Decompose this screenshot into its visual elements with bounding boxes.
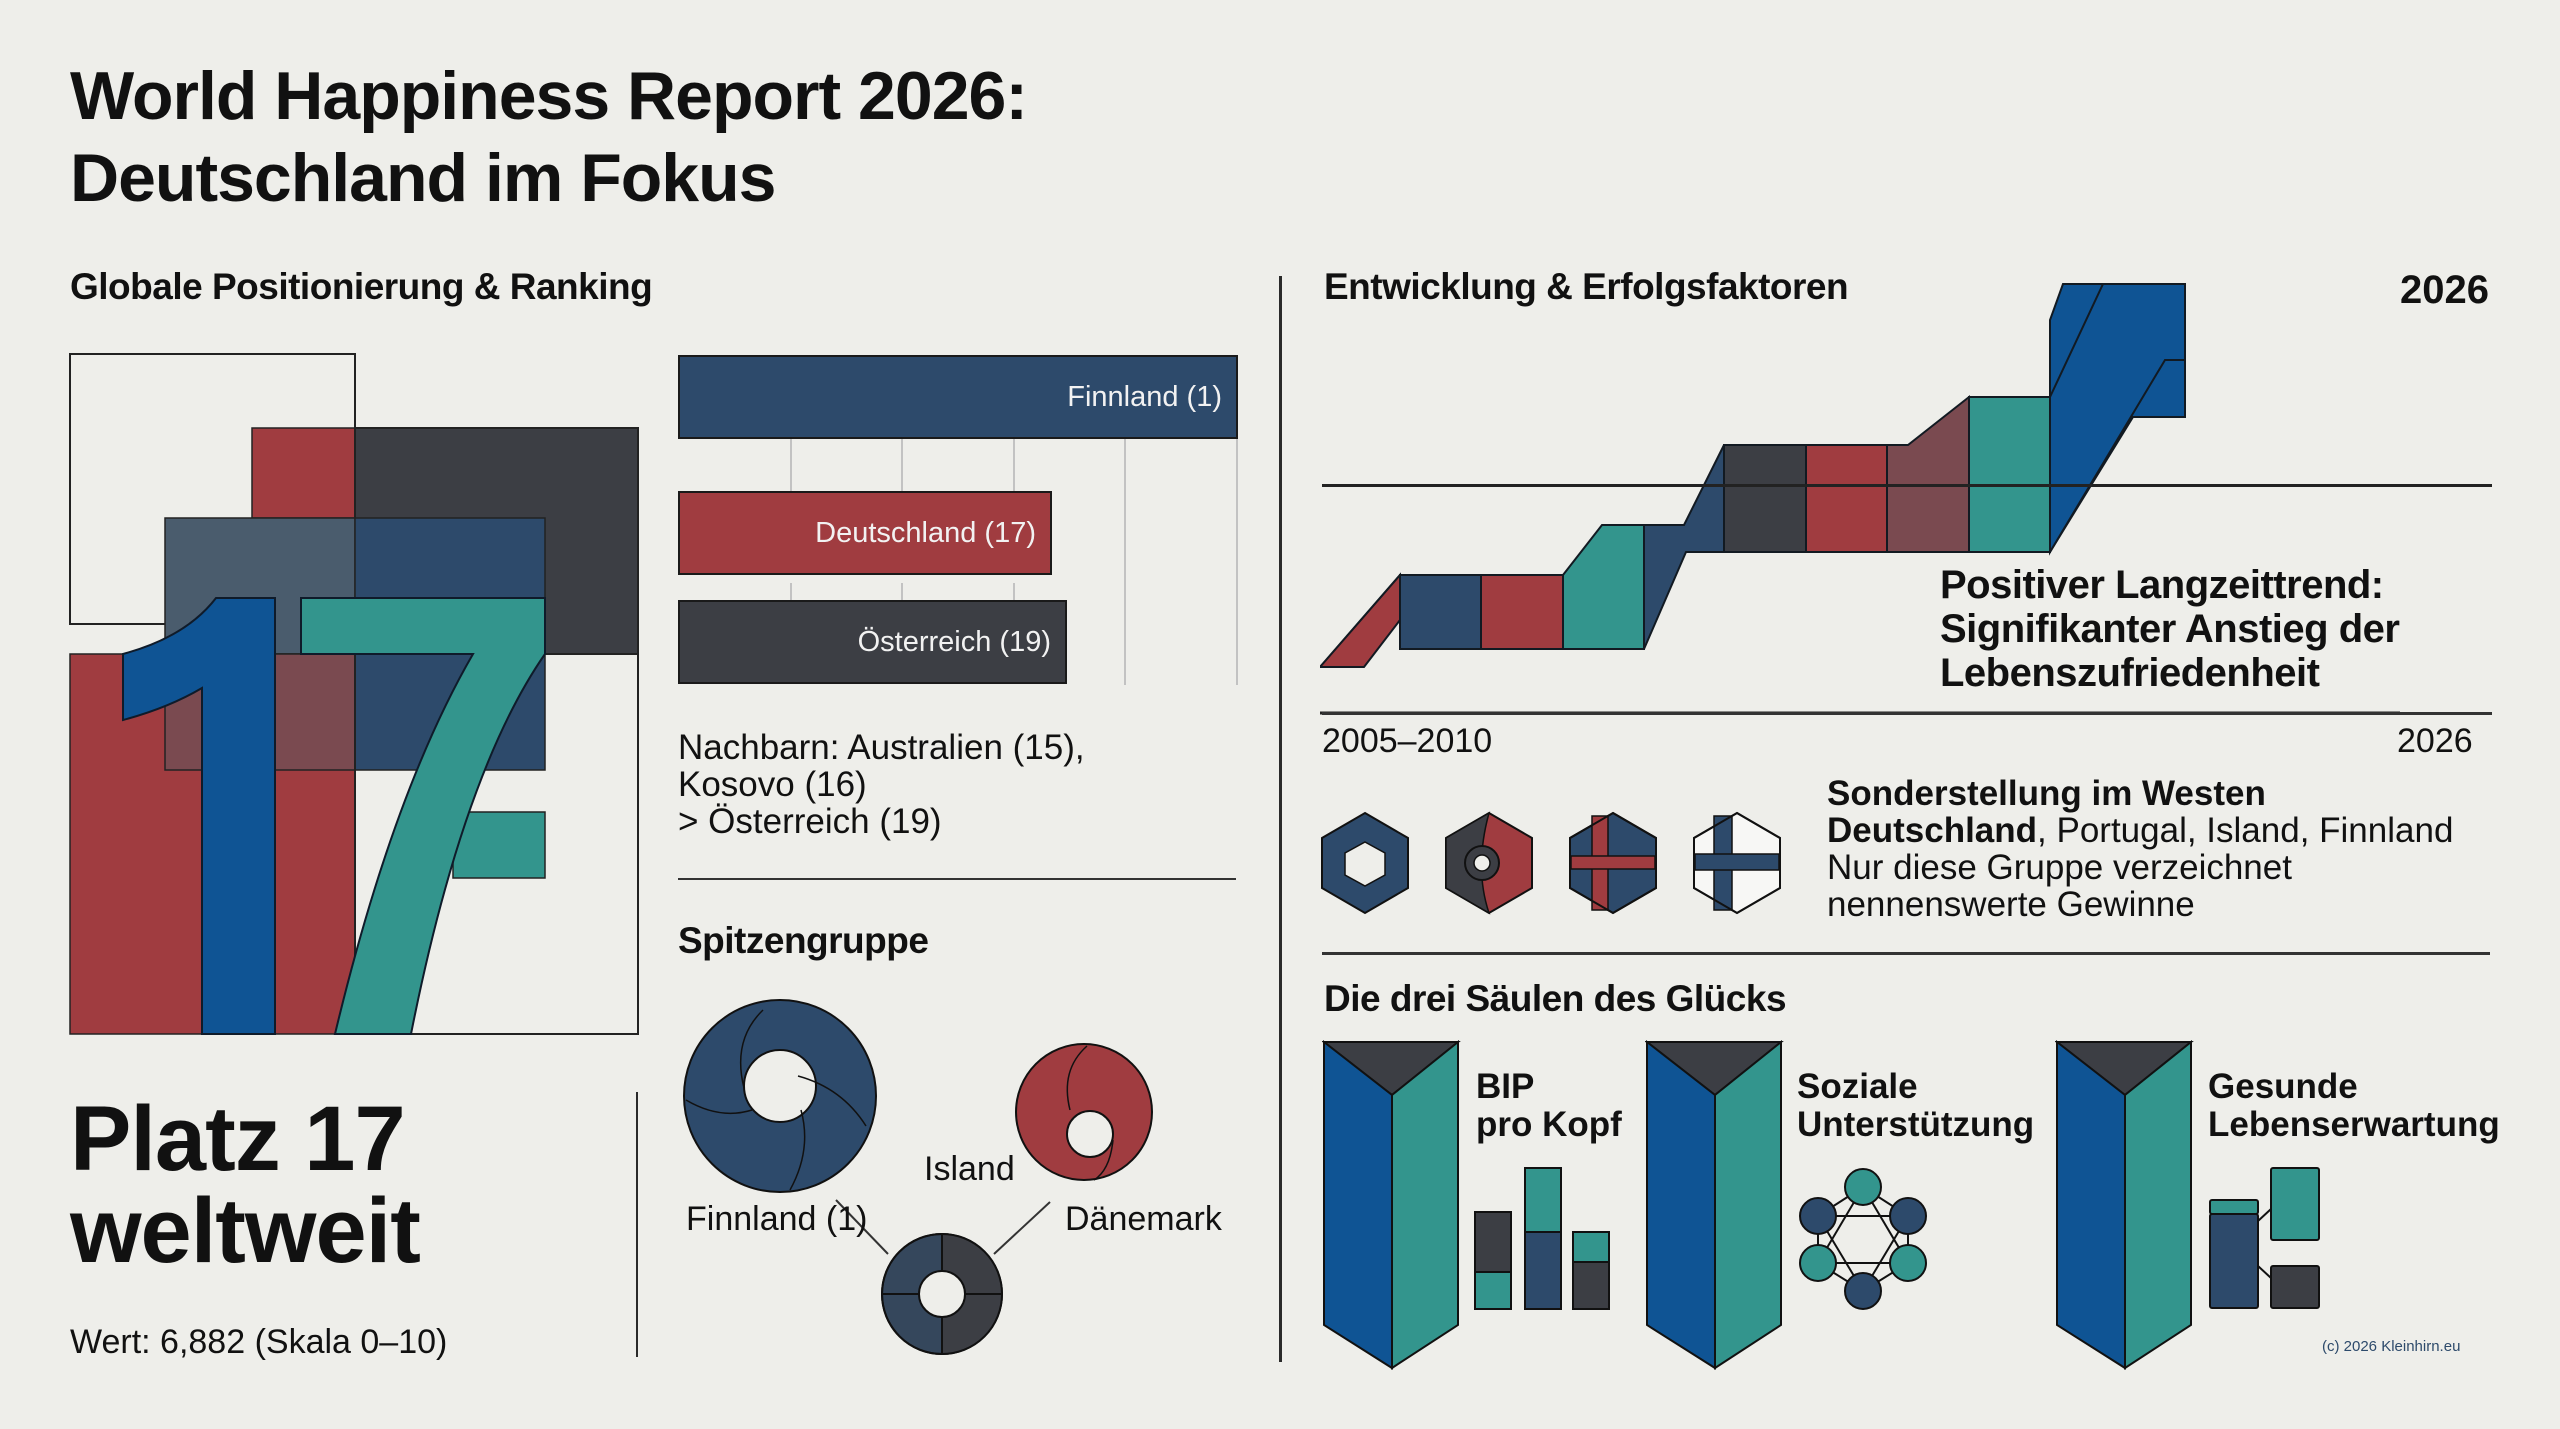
rank-headline-line-2: weltweit (70, 1180, 421, 1282)
trend-headline-line-3: Lebenszufriedenheit (1940, 651, 2320, 695)
pillar-label-social: Soziale Unterstützung (1797, 1068, 2034, 1144)
page-title: World Happiness Report 2026: Deutschland… (70, 55, 1028, 219)
western-group-note-2: nennenswerte Gewinne (1827, 885, 2195, 924)
label-island: Island (924, 1150, 1015, 1188)
divider-pillars (1322, 952, 2490, 955)
trend-headline-line-1: Positiver Langzeittrend: (1940, 563, 2384, 607)
western-group-heading: Sonderstellung im Westen (1827, 774, 2266, 813)
iceland-flag-hex-icon (1569, 811, 1657, 915)
divider-top-group (678, 878, 1236, 880)
social-network-icon (1795, 1163, 1931, 1313)
trend-end-label: 2026 (2400, 268, 2489, 312)
section-heading-pillars: Die drei Säulen des Glücks (1324, 978, 1787, 1019)
rank-17-graphic (68, 352, 640, 1036)
bar-oesterreich: Österreich (19) (678, 600, 1067, 684)
neighbors-line-1: Nachbarn: Australien (15), (678, 728, 1085, 767)
pillar-prism-health (2055, 1040, 2195, 1370)
finnland-donut-icon (683, 999, 877, 1193)
daenemark-donut-icon (1015, 1043, 1153, 1181)
label-finnland: Finnland (1) (686, 1200, 868, 1238)
western-group-countries: Deutschland, Portugal, Island, Finnland (1827, 812, 2453, 849)
bar-label-deutschland: Deutschland (17) (815, 516, 1036, 549)
axis-end-label: 2026 (2397, 722, 2473, 760)
section-heading-development: Entwicklung & Erfolgsfaktoren (1324, 266, 1849, 307)
neighbors-line-2: Kosovo (16) (678, 765, 867, 804)
neighbors-line-3: > Österreich (19) (678, 802, 942, 841)
pillar-label-bip-line-2: pro Kopf (1476, 1105, 1622, 1144)
neighbors-text: Nachbarn: Australien (15), Kosovo (16) >… (678, 729, 1085, 840)
health-mini-chart-icon (2208, 1166, 2328, 1310)
copyright-text: (c) 2026 Kleinhirn.eu (2322, 1338, 2461, 1355)
divider-vertical-left (636, 1092, 638, 1357)
finland-flag-hex-icon (1693, 811, 1781, 915)
pillar-label-health: Gesunde Lebenserwartung (2208, 1068, 2500, 1144)
bar-label-finnland: Finnland (1) (1067, 380, 1222, 413)
rank-headline: Platz 17 weltweit (70, 1088, 421, 1282)
pillar-label-health-line-1: Gesunde (2208, 1067, 2358, 1106)
ranking-bar-chart: Finnland (1) Deutschland (17) Österreich… (678, 355, 1238, 685)
western-group-note-1: Nur diese Gruppe verzeichnet (1827, 848, 2292, 887)
label-daenemark: Dänemark (1065, 1200, 1222, 1238)
island-donut-icon (881, 1233, 1003, 1355)
western-group-country-bold: Deutschland (1827, 811, 2038, 850)
trend-axis-line (1322, 712, 2492, 715)
divider-vertical-main (1279, 276, 1282, 1362)
trend-headline-line-2: Signifikanter Anstieg der (1940, 607, 2400, 651)
bar-finnland: Finnland (1) (678, 355, 1238, 439)
rank-headline-line-1: Platz 17 (70, 1088, 406, 1190)
title-line-2: Deutschland im Fokus (70, 140, 776, 216)
bip-mini-bar-icon (1474, 1166, 1614, 1310)
western-group-icons (1320, 808, 1800, 918)
portugal-hex-icon (1445, 811, 1533, 915)
title-line-1: World Happiness Report 2026: (70, 58, 1028, 134)
pillar-label-bip: BIP pro Kopf (1476, 1068, 1622, 1144)
score-text: Wert: 6,882 (Skala 0–10) (70, 1323, 448, 1361)
pillar-label-social-line-2: Unterstützung (1797, 1105, 2035, 1144)
section-heading-ranking: Globale Positionierung & Ranking (70, 266, 653, 307)
trend-headline: Positiver Langzeittrend: Signifikanter A… (1940, 563, 2400, 695)
bar-label-oesterreich: Österreich (19) (857, 625, 1051, 658)
section-heading-top-group: Spitzengruppe (678, 920, 929, 961)
bar-deutschland: Deutschland (17) (678, 491, 1052, 575)
pillar-prism-bip (1322, 1040, 1462, 1370)
western-group-text: Sonderstellung im Westen Deutschland, Po… (1827, 775, 2453, 923)
top-group-diagram: Finnland (1) Island Dänemark (670, 990, 1230, 1360)
pillar-prism-social (1645, 1040, 1785, 1370)
western-group-country-rest: , Portugal, Island, Finnland (2037, 811, 2454, 850)
trend-baseline (1322, 484, 2492, 487)
pillar-label-health-line-2: Lebenserwartung (2208, 1105, 2500, 1144)
pillar-label-bip-line-1: BIP (1476, 1067, 1535, 1106)
pillar-label-social-line-1: Soziale (1797, 1067, 1918, 1106)
germany-hex-icon (1321, 811, 1409, 915)
axis-start-label: 2005–2010 (1322, 722, 1493, 760)
